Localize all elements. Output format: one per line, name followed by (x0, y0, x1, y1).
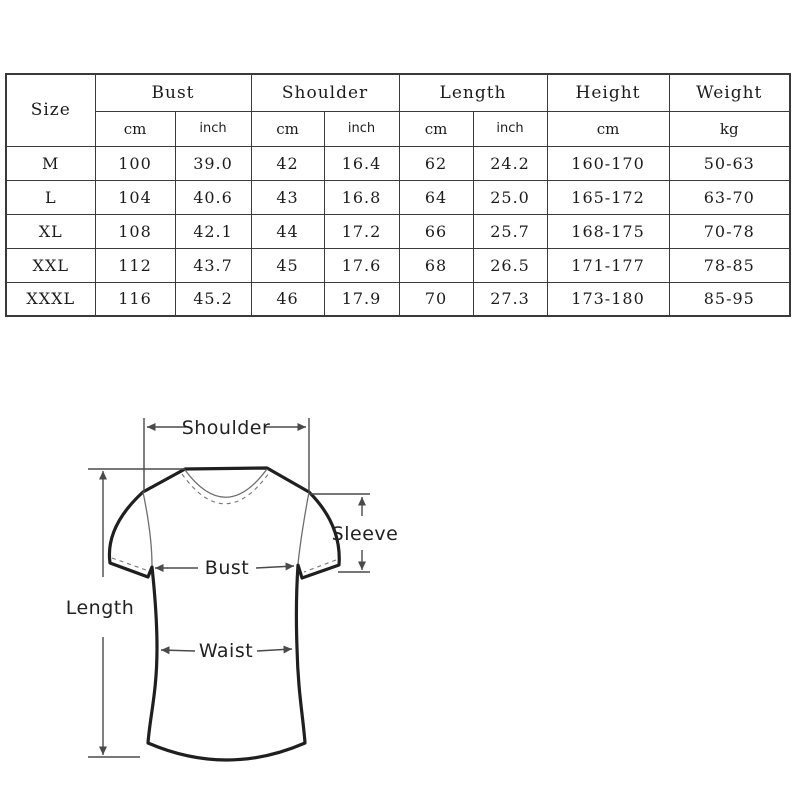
table-row: M 100 39.0 42 16.4 62 24.2 160-170 50-63 (5, 145, 791, 181)
table-cell: 17.9 (323, 281, 400, 317)
table-cell: 44 (250, 213, 325, 249)
size-label-cell: M (5, 145, 96, 181)
table-cell: 45.2 (174, 281, 252, 317)
table-cell: 100 (94, 145, 176, 181)
waist-left-arrow (160, 646, 196, 655)
table-cell: 16.8 (323, 179, 400, 215)
table-cell: 112 (94, 247, 176, 283)
tshirt-measurement-diagram: Shoulder Length Sleeve Bust Waist (66, 417, 399, 762)
table-cell: 104 (94, 179, 176, 215)
right-cuff-stitch-dashed (303, 559, 337, 573)
bust-dimension: Bust (155, 557, 295, 579)
table-row: XL 108 42.1 44 17.2 66 25.7 168-175 70-7… (5, 213, 791, 249)
table-cell: 42 (250, 145, 325, 181)
tshirt-outline (107, 466, 341, 762)
size-column-header: Size (5, 73, 96, 147)
table-cell: 42.1 (174, 213, 252, 249)
table-cell: 24.2 (472, 145, 548, 181)
neckline-seam (184, 468, 268, 498)
right-armhole-seam (297, 491, 310, 565)
table-cell: 39.0 (174, 145, 252, 181)
table-row: XXXL 116 45.2 46 17.9 70 27.3 173-180 85… (5, 281, 791, 317)
left-cuff-stitch-dashed (111, 557, 147, 571)
size-label-cell: XXL (5, 247, 96, 283)
bust-label: Bust (205, 557, 249, 579)
table-row: XXL 112 43.7 45 17.6 68 26.5 171-177 78-… (5, 247, 791, 283)
height-column-header: Height (546, 73, 670, 112)
shoulder-column-header: Shoulder (250, 73, 400, 112)
left-armhole-seam (142, 491, 153, 567)
sleeve-label: Sleeve (332, 523, 399, 545)
table-cell: 70 (398, 281, 474, 317)
size-table: Size Bust Shoulder Length Height Weight … (5, 73, 792, 317)
table-cell: 168-175 (546, 213, 670, 249)
table-cell: 45 (250, 247, 325, 283)
table-cell: 63-70 (668, 179, 791, 215)
unit-cell: cm (94, 110, 176, 147)
table-cell: 160-170 (546, 145, 670, 181)
table-cell: 26.5 (472, 247, 548, 283)
size-label-cell: L (5, 179, 96, 215)
table-cell: 173-180 (546, 281, 670, 317)
unit-cell: cm (250, 110, 325, 147)
unit-cell: inch (323, 110, 400, 147)
table-cell: 50-63 (668, 145, 791, 181)
table-cell: 68 (398, 247, 474, 283)
unit-cell: cm (398, 110, 474, 147)
table-cell: 25.7 (472, 213, 548, 249)
waist-dimension: Waist (160, 640, 293, 662)
table-cell: 40.6 (174, 179, 252, 215)
size-label-cell: XL (5, 213, 96, 249)
length-dimension: Length (66, 468, 185, 758)
table-cell: 85-95 (668, 281, 791, 317)
bust-column-header: Bust (94, 73, 252, 112)
table-cell: 62 (398, 145, 474, 181)
tshirt-body-shape (107, 466, 341, 762)
bust-right-arrow (255, 562, 295, 571)
length-label: Length (66, 597, 135, 619)
table-cell: 17.6 (323, 247, 400, 283)
weight-column-header: Weight (668, 73, 791, 112)
size-label-cell: XXXL (5, 281, 96, 317)
table-cell: 27.3 (472, 281, 548, 317)
table-cell: 66 (398, 213, 474, 249)
table-cell: 25.0 (472, 179, 548, 215)
unit-cell: inch (472, 110, 548, 147)
table-cell: 43 (250, 179, 325, 215)
table-cell: 64 (398, 179, 474, 215)
waist-right-arrow (256, 645, 293, 654)
table-cell: 46 (250, 281, 325, 317)
table-cell: 17.2 (323, 213, 400, 249)
unit-cell: kg (668, 110, 791, 147)
length-column-header: Length (398, 73, 548, 112)
table-row: L 104 40.6 43 16.8 64 25.0 165-172 63-70 (5, 179, 791, 215)
table-header-row: Size Bust Shoulder Length Height Weight (5, 73, 791, 147)
shoulder-dimension: Shoulder (143, 417, 310, 493)
table-units-row: cm inch cm inch cm inch cm kg (6, 110, 791, 147)
table-cell: 78-85 (668, 247, 791, 283)
table-cell: 171-177 (546, 247, 670, 283)
shoulder-label: Shoulder (182, 417, 271, 439)
sleeve-dimension: Sleeve (310, 493, 399, 573)
table-cell: 16.4 (323, 145, 400, 181)
table-cell: 108 (94, 213, 176, 249)
unit-cell: cm (546, 110, 670, 147)
table-cell: 165-172 (546, 179, 670, 215)
waist-label: Waist (199, 640, 253, 662)
table-cell: 70-78 (668, 213, 791, 249)
unit-cell: inch (174, 110, 252, 147)
table-cell: 43.7 (174, 247, 252, 283)
table-cell: 116 (94, 281, 176, 317)
